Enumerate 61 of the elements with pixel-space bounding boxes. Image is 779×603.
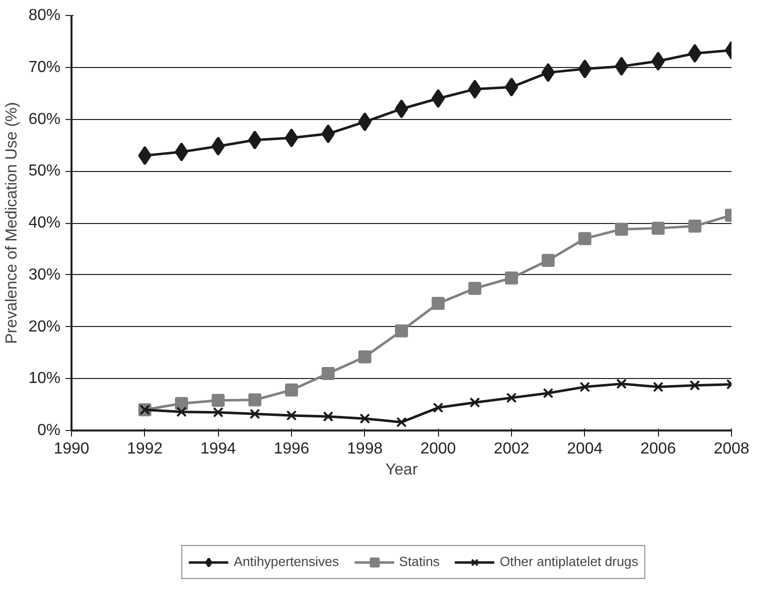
point bbox=[286, 410, 297, 421]
point bbox=[505, 271, 518, 284]
point bbox=[396, 416, 407, 428]
y-tick-label: 0% bbox=[37, 422, 60, 439]
y-tick-label: 30% bbox=[28, 266, 61, 284]
point bbox=[322, 366, 335, 380]
x-tick-label: 1994 bbox=[200, 440, 236, 458]
point bbox=[174, 142, 188, 162]
point bbox=[360, 413, 370, 424]
x-tick-label: 2006 bbox=[640, 440, 676, 458]
y-tick-label: 20% bbox=[28, 318, 61, 336]
x-tick-label: 2004 bbox=[567, 440, 603, 458]
legend-label: Statins bbox=[398, 554, 440, 570]
legend-label: Antihypertensives bbox=[234, 554, 339, 570]
point bbox=[542, 254, 555, 267]
point bbox=[470, 397, 480, 408]
point bbox=[358, 350, 372, 364]
point bbox=[690, 380, 700, 391]
x-tick-label: 1992 bbox=[127, 440, 163, 458]
y-axis-title: Prevalence of Medication Use (%) bbox=[3, 102, 20, 344]
x-tick-label: 1990 bbox=[54, 440, 90, 458]
y-tick-label: 10% bbox=[28, 370, 61, 388]
point bbox=[580, 382, 590, 392]
legend-label: Other antiplatelet drugs bbox=[500, 554, 638, 570]
point bbox=[652, 382, 664, 392]
point bbox=[394, 99, 408, 118]
x-axis-title: Year bbox=[385, 462, 418, 478]
point bbox=[468, 282, 482, 295]
point bbox=[395, 324, 408, 338]
point bbox=[506, 392, 517, 404]
point bbox=[432, 89, 445, 108]
point bbox=[176, 406, 187, 418]
point bbox=[250, 408, 260, 420]
x-tick-label: 2002 bbox=[494, 440, 530, 458]
point bbox=[285, 384, 298, 397]
x-tick-label: 1996 bbox=[274, 440, 310, 458]
point bbox=[614, 56, 628, 76]
point bbox=[615, 222, 628, 236]
point bbox=[432, 402, 444, 413]
point bbox=[504, 78, 518, 97]
point bbox=[212, 394, 225, 407]
point bbox=[652, 222, 665, 235]
point bbox=[248, 393, 262, 406]
y-tick-label: 50% bbox=[28, 162, 61, 180]
y-tick-label: 40% bbox=[28, 214, 61, 232]
y-tick-label: 60% bbox=[28, 110, 61, 128]
point bbox=[616, 378, 627, 390]
x-tick-label: 2000 bbox=[420, 440, 456, 458]
x-tick-label: 1998 bbox=[347, 440, 383, 458]
point bbox=[542, 388, 554, 398]
point bbox=[212, 407, 224, 418]
point bbox=[578, 232, 592, 246]
point bbox=[688, 220, 702, 233]
point bbox=[284, 128, 298, 148]
y-tick-label: 70% bbox=[28, 58, 61, 76]
y-tick-label: 80% bbox=[28, 7, 61, 24]
x-tick-label: 2008 bbox=[714, 440, 750, 458]
point bbox=[322, 411, 334, 422]
point bbox=[432, 296, 445, 310]
point bbox=[175, 397, 188, 410]
point bbox=[248, 130, 262, 150]
